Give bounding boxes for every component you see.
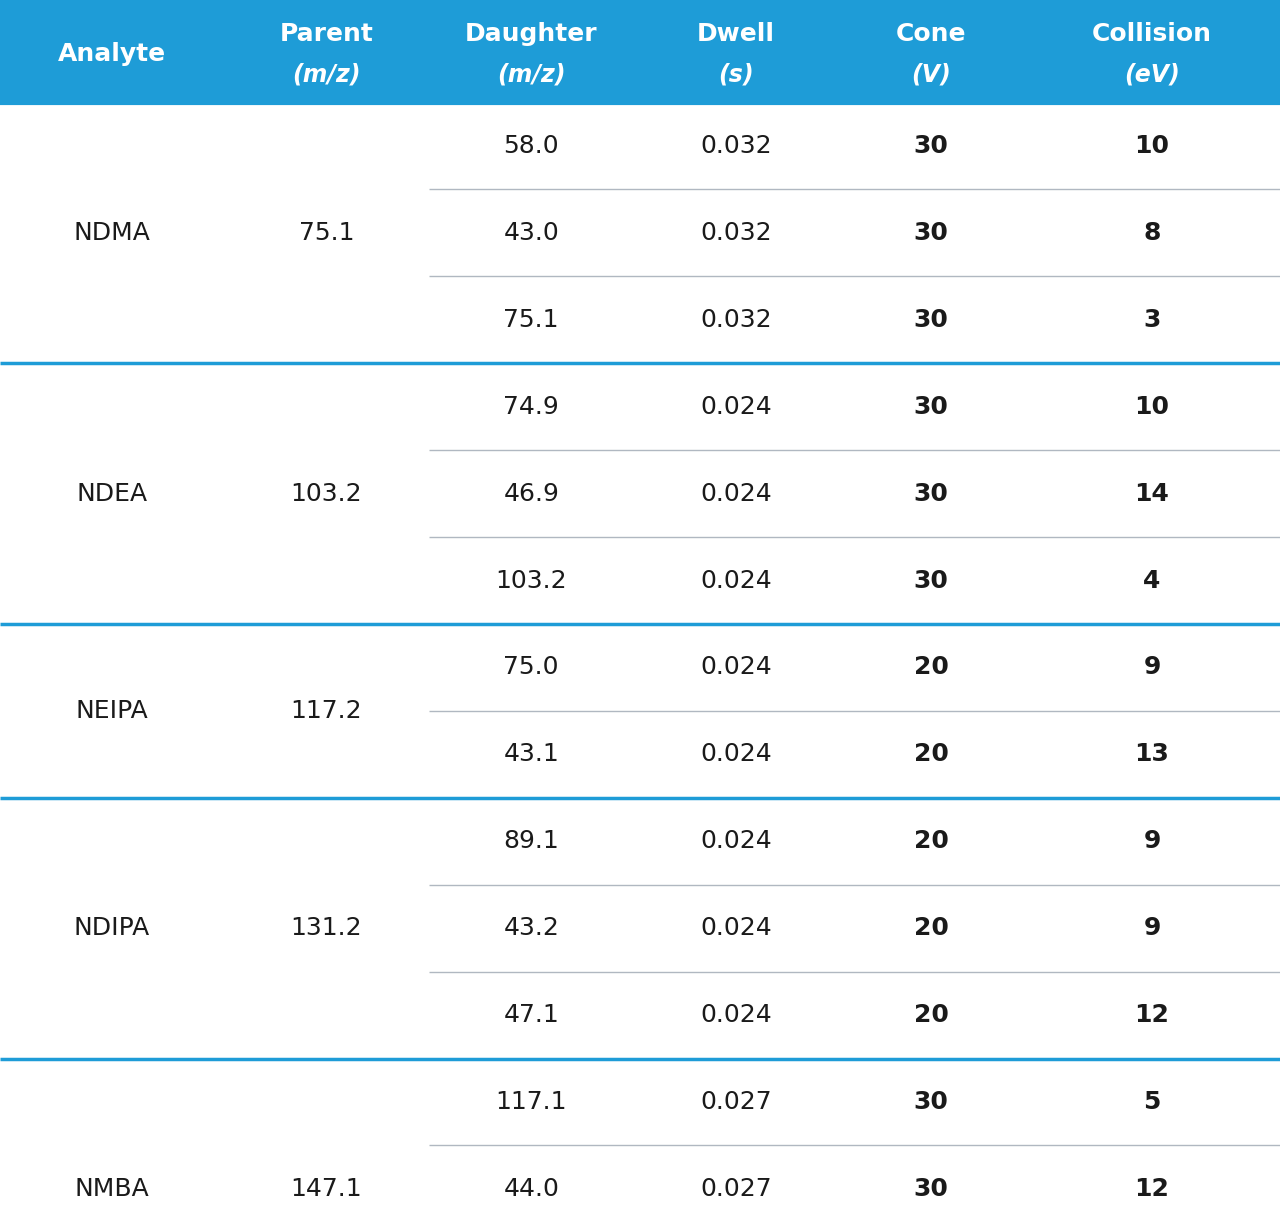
Text: NEIPA: NEIPA — [76, 699, 148, 723]
Text: 0.027: 0.027 — [700, 1090, 772, 1114]
Text: 10: 10 — [1134, 134, 1170, 158]
Bar — [0, 1059, 1280, 1145]
Text: 0.027: 0.027 — [700, 1177, 772, 1201]
Text: 4: 4 — [1143, 568, 1161, 593]
Text: 43.2: 43.2 — [503, 916, 559, 940]
Text: 75.0: 75.0 — [503, 655, 559, 680]
Text: 0.024: 0.024 — [700, 829, 772, 853]
Text: NDMA: NDMA — [73, 221, 151, 245]
Bar — [0, 537, 1280, 624]
Bar — [0, 798, 1280, 885]
Text: 30: 30 — [914, 395, 948, 419]
Text: 43.1: 43.1 — [503, 742, 559, 766]
Text: 46.9: 46.9 — [503, 482, 559, 506]
Text: 103.2: 103.2 — [495, 568, 567, 593]
Bar — [0, 885, 1280, 972]
Text: 8: 8 — [1143, 221, 1161, 245]
Text: 20: 20 — [914, 916, 948, 940]
Text: NDEA: NDEA — [77, 482, 147, 506]
Text: Collision: Collision — [1092, 22, 1212, 46]
Text: 147.1: 147.1 — [291, 1177, 362, 1201]
Text: 0.024: 0.024 — [700, 916, 772, 940]
Text: Dwell: Dwell — [698, 22, 774, 46]
Text: 47.1: 47.1 — [503, 1003, 559, 1027]
Text: Cone: Cone — [896, 22, 966, 46]
Bar — [0, 1145, 1280, 1207]
Text: 9: 9 — [1143, 916, 1161, 940]
Text: 5: 5 — [1143, 1090, 1161, 1114]
Text: 58.0: 58.0 — [503, 134, 559, 158]
Bar — [0, 189, 1280, 276]
Text: 20: 20 — [914, 655, 948, 680]
Text: 0.032: 0.032 — [700, 221, 772, 245]
Text: 30: 30 — [914, 221, 948, 245]
Text: 0.024: 0.024 — [700, 655, 772, 680]
Text: 117.2: 117.2 — [291, 699, 362, 723]
Text: 103.2: 103.2 — [291, 482, 362, 506]
FancyBboxPatch shape — [0, 0, 1280, 103]
Text: 75.1: 75.1 — [298, 221, 355, 245]
Text: 20: 20 — [914, 1003, 948, 1027]
Text: 30: 30 — [914, 568, 948, 593]
Bar — [0, 363, 1280, 450]
Bar — [0, 276, 1280, 363]
Text: 9: 9 — [1143, 655, 1161, 680]
Text: 12: 12 — [1134, 1177, 1170, 1201]
Text: 14: 14 — [1134, 482, 1170, 506]
Text: (s): (s) — [718, 63, 754, 87]
Text: (m/z): (m/z) — [292, 63, 361, 87]
Text: Daughter: Daughter — [465, 22, 598, 46]
Text: 30: 30 — [914, 308, 948, 332]
Text: 131.2: 131.2 — [291, 916, 362, 940]
Text: Parent: Parent — [279, 22, 374, 46]
Bar — [0, 103, 1280, 189]
Text: 117.1: 117.1 — [495, 1090, 567, 1114]
Bar — [0, 624, 1280, 711]
Bar — [0, 450, 1280, 537]
Text: 30: 30 — [914, 1090, 948, 1114]
Text: (V): (V) — [911, 63, 951, 87]
Text: (eV): (eV) — [1124, 63, 1180, 87]
Text: 30: 30 — [914, 1177, 948, 1201]
Text: 0.032: 0.032 — [700, 134, 772, 158]
Text: 0.024: 0.024 — [700, 1003, 772, 1027]
Text: 74.9: 74.9 — [503, 395, 559, 419]
Bar — [0, 972, 1280, 1059]
Text: 20: 20 — [914, 742, 948, 766]
Bar — [0, 711, 1280, 798]
Text: 20: 20 — [914, 829, 948, 853]
Text: 44.0: 44.0 — [503, 1177, 559, 1201]
Text: 43.0: 43.0 — [503, 221, 559, 245]
Text: NMBA: NMBA — [74, 1177, 150, 1201]
Text: 0.032: 0.032 — [700, 308, 772, 332]
Text: 30: 30 — [914, 134, 948, 158]
Text: 9: 9 — [1143, 829, 1161, 853]
Text: 89.1: 89.1 — [503, 829, 559, 853]
Text: 3: 3 — [1143, 308, 1161, 332]
Text: 10: 10 — [1134, 395, 1170, 419]
Text: 0.024: 0.024 — [700, 742, 772, 766]
Text: 12: 12 — [1134, 1003, 1170, 1027]
Text: 75.1: 75.1 — [503, 308, 559, 332]
Text: 0.024: 0.024 — [700, 482, 772, 506]
Text: 30: 30 — [914, 482, 948, 506]
Text: NDIPA: NDIPA — [74, 916, 150, 940]
Text: 0.024: 0.024 — [700, 568, 772, 593]
Text: Analyte: Analyte — [58, 42, 166, 66]
Text: 0.024: 0.024 — [700, 395, 772, 419]
Text: (m/z): (m/z) — [497, 63, 566, 87]
Text: 13: 13 — [1134, 742, 1170, 766]
